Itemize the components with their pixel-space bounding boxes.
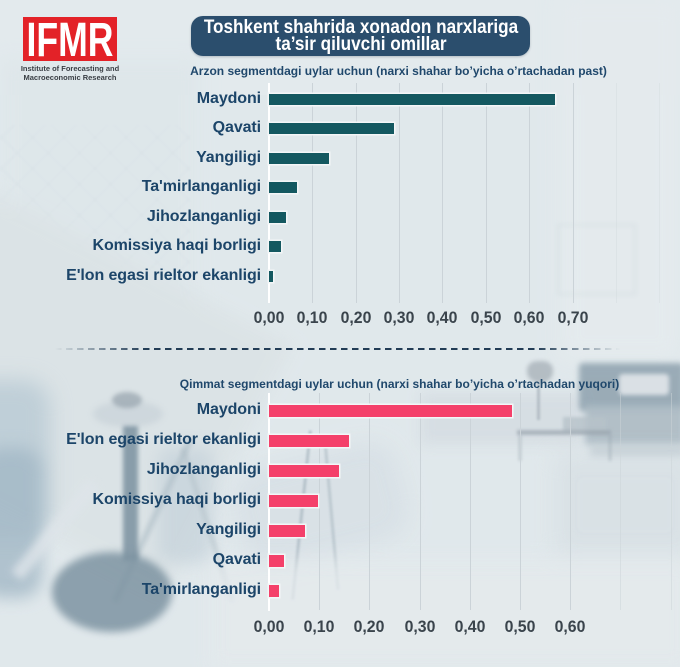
svg-text:IFMR: IFMR [27,17,114,61]
